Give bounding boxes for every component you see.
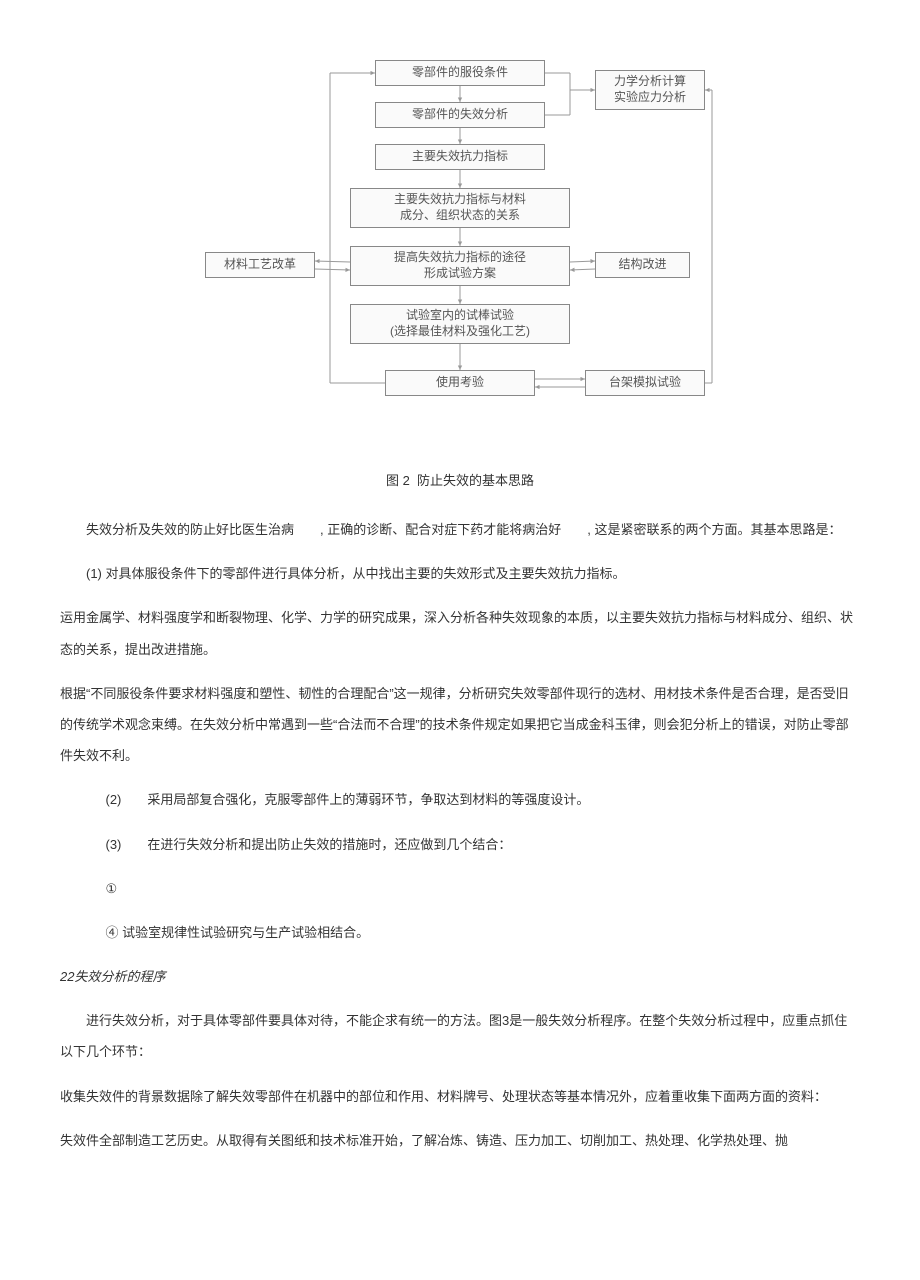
- caption-text: 防止失效的基本思路: [417, 473, 534, 488]
- list-item: (2) 采用局部复合强化，克服零部件上的薄弱环节，争取达到材料的等强度设计。: [60, 784, 860, 815]
- paragraph: 收集失效件的背景数据除了解失效零部件在机器中的部位和作用、材料牌号、处理状态等基…: [60, 1081, 860, 1112]
- flowchart-node: 台架模拟试验: [585, 370, 705, 396]
- caption-prefix: 图 2: [386, 473, 410, 488]
- paragraph: 失效分析及失效的防止好比医生治病 , 正确的诊断、配合对症下药才能将病治好 , …: [60, 514, 860, 545]
- list-item: ④ 试验室规律性试验研究与生产试验相结合。: [60, 917, 860, 948]
- flowchart-node: 结构改进: [595, 252, 690, 278]
- section-heading: 22失效分析的程序: [60, 961, 860, 992]
- figure-caption: 图 2 防止失效的基本思路: [60, 470, 860, 489]
- flowchart-node: 提高失效抗力指标的途径形成试验方案: [350, 246, 570, 286]
- paragraph: 失效件全部制造工艺历史。从取得有关图纸和技术标准开始，了解冶炼、铸造、压力加工、…: [60, 1125, 860, 1156]
- flowchart-node: 使用考验: [385, 370, 535, 396]
- flowchart-node: 力学分析计算实验应力分析: [595, 70, 705, 110]
- list-item: ①: [60, 873, 860, 904]
- flowchart: 零部件的服役条件零部件的失效分析主要失效抗力指标主要失效抗力指标与材料成分、组织…: [200, 60, 720, 440]
- list-item: (1) 对具体服役条件下的零部件进行具体分析，从中找出主要的失效形式及主要失效抗…: [60, 558, 860, 589]
- list-item: (3) 在进行失效分析和提出防止失效的措施时，还应做到几个结合：: [60, 829, 860, 860]
- flowchart-node: 试验室内的试棒试验(选择最佳材料及强化工艺): [350, 304, 570, 344]
- flowchart-node: 零部件的失效分析: [375, 102, 545, 128]
- flowchart-node: 材料工艺改革: [205, 252, 315, 278]
- flowchart-node: 主要失效抗力指标: [375, 144, 545, 170]
- flowchart-node: 零部件的服役条件: [375, 60, 545, 86]
- paragraph: 根据“不同服役条件要求材料强度和塑性、韧性的合理配合”这一规律，分析研究失效零部…: [60, 678, 860, 772]
- flowchart-node: 主要失效抗力指标与材料成分、组织状态的关系: [350, 188, 570, 228]
- paragraph: 运用金属学、材料强度学和断裂物理、化学、力学的研究成果，深入分析各种失效现象的本…: [60, 602, 860, 664]
- paragraph: 进行失效分析，对于具体零部件要具体对待，不能企求有统一的方法。图3是一般失效分析…: [60, 1005, 860, 1067]
